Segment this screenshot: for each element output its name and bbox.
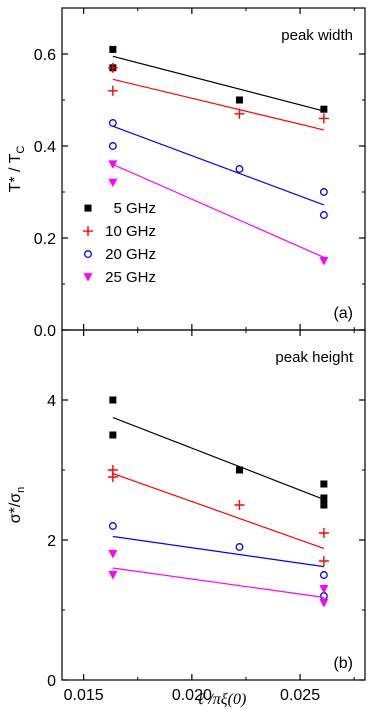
series-square — [109, 45, 328, 113]
data-point-plus — [234, 108, 245, 119]
fit-line — [112, 472, 325, 549]
y-tick-label: 0 — [47, 673, 56, 690]
y-axis-label-main: T* / T — [7, 153, 24, 192]
data-point-circle — [319, 211, 328, 219]
data-point-plus — [107, 472, 118, 482]
fit-line — [112, 125, 325, 206]
data-point-square — [109, 45, 117, 53]
data-point-circle — [108, 522, 117, 530]
data-point-square — [109, 396, 117, 404]
fit-line — [112, 55, 325, 112]
series-circle — [108, 119, 328, 219]
legend-label: 25 GHz — [105, 269, 156, 286]
fit-line — [112, 567, 324, 598]
y-axis-label-sub: n — [15, 487, 27, 493]
data-point-square — [84, 204, 92, 212]
x-tick-label: 0.015 — [64, 687, 104, 704]
data-point-plus — [234, 500, 245, 510]
data-point-square — [320, 105, 328, 113]
data-point-circle — [319, 188, 328, 196]
x-tick-label: 0.025 — [280, 687, 320, 704]
data-point-triangle — [108, 178, 118, 188]
data-point-triangle — [108, 550, 118, 559]
series-plus — [107, 62, 329, 131]
legend-label: 20 GHz — [105, 246, 156, 263]
y-tick-label: 0.0 — [34, 323, 56, 340]
data-point-triangle — [319, 257, 329, 266]
data-point-plus — [318, 113, 329, 124]
panel-annotation: peak height — [275, 349, 353, 366]
y-axis-label: T* / TC — [7, 146, 27, 193]
panel-b: 0 2 4 0.015 0.020 0.025 σ*/σn peak height (b) — [7, 329, 366, 704]
data-point-triangle — [108, 160, 118, 169]
x-tick-label: 0.020 — [172, 687, 212, 704]
legend-label: 5 GHz — [113, 200, 156, 217]
data-point-circle — [84, 250, 92, 259]
data-point-square — [320, 501, 328, 509]
x-axis-label: ℓ /πξ(0) — [198, 691, 247, 708]
legend-label: 10 GHz — [105, 223, 156, 240]
y-axis-label-sub: C — [15, 146, 27, 154]
y-tick-label: 0.4 — [34, 139, 56, 156]
y-tick-label: 2 — [47, 533, 56, 550]
x-axis-title: ℓ /πξ(0) — [198, 691, 247, 708]
series-square — [109, 396, 328, 509]
data-point-square — [109, 431, 117, 439]
data-point-plus — [318, 528, 329, 538]
y-axis-label-main: σ*/σ — [7, 493, 24, 524]
series-triangle-down — [108, 550, 329, 608]
data-point-plus — [107, 62, 118, 73]
series-circle — [108, 522, 328, 600]
data-point-circle — [319, 571, 328, 579]
series-triangle-down — [108, 160, 329, 266]
data-point-triangle — [319, 599, 329, 608]
data-point-plus — [318, 556, 329, 566]
y-axis-label: σ*/σn — [7, 487, 27, 524]
data-point-square — [320, 480, 328, 488]
data-point-circle — [235, 543, 244, 551]
data-point-circle — [108, 142, 117, 150]
data-point-triangle — [83, 273, 93, 282]
y-tick-label: 0.2 — [34, 231, 56, 248]
legend: 5 GHz 10 GHz 20 GHz 25 GHz — [83, 200, 156, 286]
data-point-circle — [235, 165, 244, 173]
series-plus — [107, 465, 329, 566]
data-point-triangle — [108, 571, 118, 580]
data-point-plus — [107, 85, 118, 96]
fit-line — [112, 416, 325, 500]
data-point-circle — [108, 119, 117, 127]
data-point-triangle — [319, 585, 329, 594]
fit-line — [112, 163, 325, 258]
plot-frame — [61, 329, 366, 681]
data-point-square — [320, 494, 328, 502]
data-point-square — [235, 466, 243, 474]
data-point-square — [235, 96, 243, 104]
y-tick-label: 0.6 — [34, 47, 56, 64]
y-tick-label: 4 — [47, 393, 56, 410]
fit-line — [112, 535, 324, 568]
fit-line — [112, 78, 325, 131]
data-point-circle — [319, 592, 328, 600]
panel-label: (a) — [333, 305, 353, 322]
panel-annotation: peak width — [281, 27, 353, 44]
data-point-plus — [83, 226, 93, 237]
panel-label: (b) — [333, 655, 353, 672]
